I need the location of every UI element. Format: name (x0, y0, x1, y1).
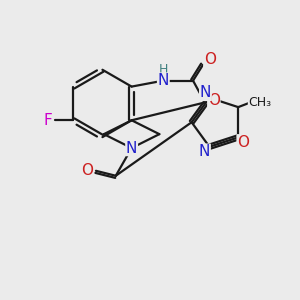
Text: CH₃: CH₃ (248, 96, 272, 109)
Text: N: N (199, 144, 210, 159)
Text: O: O (208, 93, 220, 108)
Text: O: O (81, 163, 93, 178)
Text: F: F (43, 113, 52, 128)
Text: N: N (126, 140, 137, 155)
Text: N: N (200, 85, 211, 100)
Text: O: O (204, 52, 216, 67)
Text: N: N (158, 73, 169, 88)
Text: H: H (159, 63, 168, 76)
Text: O: O (237, 135, 249, 150)
